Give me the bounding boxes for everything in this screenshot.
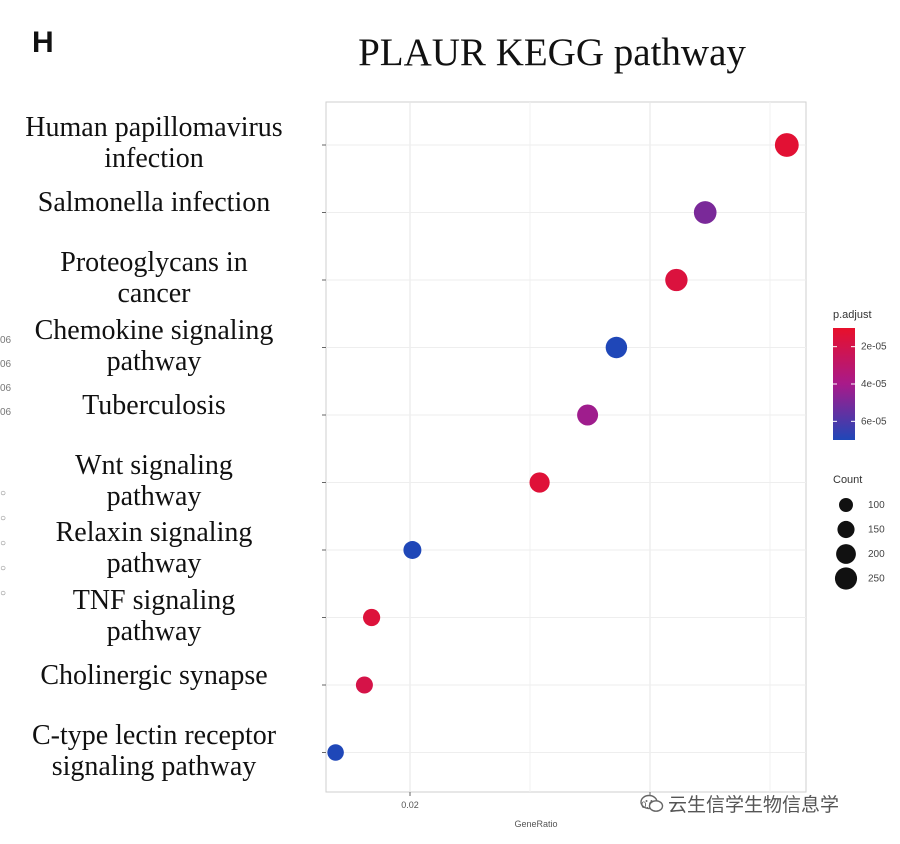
cut-off-circle: ○ [0,488,7,499]
y-tick-label-line: signaling pathway [51,750,257,782]
y-tick-label: Relaxin signaling pathway [4,517,304,579]
y-tick-label-line: Relaxin signaling [55,517,253,548]
y-tick-label: Salmonella infection [4,187,304,218]
y-tick-label-line: pathway [106,480,202,512]
data-point [355,676,373,694]
size-legend-label: 200 [868,549,885,560]
cut-off-circle: ○ [0,538,7,549]
cut-off-label: 06 [0,335,12,346]
cut-off-label: 06 [0,383,12,394]
chart-title: PLAUR KEGG pathway [358,31,746,74]
color-legend-label: 6e-05 [861,416,887,427]
y-tick-label-line: pathway [106,345,202,377]
cut-off-circle: ○ [0,513,7,524]
x-tick-label: 0.02 [401,800,419,810]
y-tick-label-line: Chemokine signaling [34,314,274,346]
y-tick-label-line: cancer [117,278,191,309]
y-tick-label: Human papillomavirus infection [4,112,304,174]
size-legend-dot [834,567,858,590]
cut-off-label: 06 [0,407,12,418]
data-point [529,472,550,493]
size-legend-dot [839,498,853,512]
data-point [665,268,688,292]
watermark: 云生信学生物信息学 [640,790,839,817]
y-tick-label: Chemokine signaling pathway [4,315,304,377]
data-point [362,608,381,627]
data-point [403,541,422,559]
plot-panel [325,101,807,793]
y-tick-label: TNF signaling pathway [4,585,304,647]
y-tick-label: Cholinergic synapse [4,660,304,691]
color-legend-label: 2e-05 [861,342,887,353]
y-tick-label: Tuberculosis [4,390,304,421]
color-legend-bar [833,328,855,440]
color-legend-label: 4e-05 [861,379,887,390]
size-legend-label: 100 [868,500,885,511]
panel-letter: H [32,26,54,59]
x-axis-label: GeneRatio [514,819,557,829]
wechat-icon [640,794,664,812]
watermark-text: 云生信学生物信息学 [668,794,840,816]
size-legend-dot [836,544,856,564]
y-tick-label: C-type lectin receptor signaling pathway [4,720,304,782]
size-legend-dot [837,520,855,539]
cut-off-circle: ○ [0,563,7,574]
y-tick-label-line: C-type lectin receptor [31,719,277,751]
y-tick-label-line: Human papillomavirus [25,112,283,143]
y-tick-label: Wnt signaling pathway [4,450,304,512]
data-point [577,404,599,426]
size-legend-title: Count [833,474,862,486]
size-legend-label: 250 [868,574,885,585]
cut-off-circle: ○ [0,588,7,599]
data-point [774,133,799,157]
y-tick-label-line: infection [104,143,204,174]
y-tick-label-line: TNF signaling [72,584,236,616]
color-legend-title: p.adjust [833,309,872,321]
y-tick-label-line: Proteoglycans in [60,247,248,278]
data-point [693,201,717,224]
y-tick-label: Proteoglycans in cancer [4,247,304,309]
cut-off-label: 06 [0,359,12,370]
y-tick-label-line: pathway [106,615,202,647]
size-legend-label: 150 [868,525,885,536]
y-tick-label-line: Salmonella infection [37,187,271,218]
y-tick-label-line: Wnt signaling [75,449,233,481]
data-point [605,336,628,359]
y-tick-label-line: Tuberculosis [82,389,226,421]
y-tick-label-line: pathway [106,548,202,579]
data-point [327,744,344,761]
y-tick-label-line: Cholinergic synapse [40,659,268,691]
